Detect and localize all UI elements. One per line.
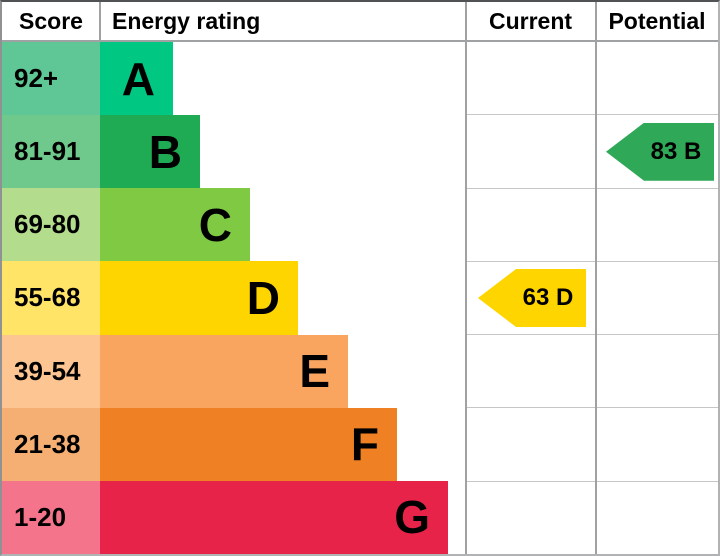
- band-score-cell: 39-54: [2, 334, 100, 408]
- band-score-cell: 81-91: [2, 115, 100, 189]
- band-row: 81-91 B: [2, 115, 465, 189]
- divider-current-column: [465, 2, 467, 554]
- band-row: 92+ A: [2, 42, 465, 116]
- grid-row: [465, 189, 718, 262]
- header-current: Current: [488, 7, 573, 34]
- band-bar: D: [100, 261, 298, 335]
- band-letter: E: [299, 345, 330, 398]
- header-energy-rating: Energy rating: [112, 7, 261, 34]
- band-bar: G: [100, 480, 448, 554]
- band-letter: B: [148, 125, 182, 178]
- band-score-label: 55-68: [14, 282, 81, 313]
- band-bar: A: [100, 42, 173, 116]
- band-score-cell: 21-38: [2, 407, 100, 481]
- grid-row: [465, 42, 718, 116]
- grid-row: [465, 335, 718, 409]
- band-score-cell: 55-68: [2, 261, 100, 335]
- band-score-label: 21-38: [14, 428, 81, 459]
- band-letter: C: [198, 198, 232, 251]
- band-row: 39-54 E: [2, 334, 465, 408]
- marker-columns-grid: [465, 42, 718, 554]
- divider-score-rating: [99, 2, 101, 40]
- chart-header: Score Energy rating Current Potential: [2, 2, 718, 42]
- current-arrow-label: 63 D: [522, 284, 574, 311]
- band-row: 1-20 G: [2, 480, 465, 554]
- divider-potential-column: [595, 2, 597, 554]
- band-bar: E: [100, 334, 348, 408]
- grid-row: [465, 408, 718, 482]
- band-letter: A: [121, 52, 155, 105]
- band-row: 21-38 F: [2, 407, 465, 481]
- band-score-cell: 92+: [2, 42, 100, 116]
- grid-row: [465, 115, 718, 189]
- header-potential: Potential: [608, 7, 706, 34]
- grid-row: [465, 262, 718, 336]
- potential-arrow-label: 83 B: [650, 137, 702, 165]
- band-letter: D: [246, 271, 280, 324]
- band-letter: G: [394, 491, 430, 544]
- band-letter: F: [350, 418, 379, 471]
- band-bar: C: [100, 188, 250, 262]
- band-score-cell: 1-20: [2, 480, 100, 554]
- band-score-cell: 69-80: [2, 188, 100, 262]
- band-bar: F: [100, 407, 397, 481]
- band-score-label: 92+: [14, 63, 59, 94]
- band-score-label: 39-54: [14, 355, 81, 386]
- energy-bands: 92+ A 81-91 B 69-80 C 55-68 D 39-54 E 21…: [2, 42, 465, 554]
- band-bar: B: [100, 115, 200, 189]
- grid-row: [465, 482, 718, 554]
- band-score-label: 1-20: [14, 501, 67, 532]
- band-row: 69-80 C: [2, 188, 465, 262]
- band-row: 55-68 D: [2, 261, 465, 335]
- header-score: Score: [19, 7, 83, 34]
- band-score-label: 69-80: [14, 209, 81, 240]
- band-score-label: 81-91: [14, 136, 81, 167]
